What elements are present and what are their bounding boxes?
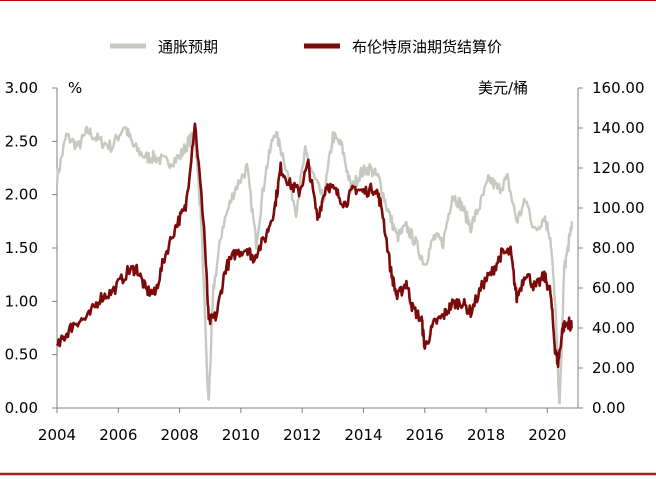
left-tick-label: 3.00 — [5, 79, 38, 97]
legend: 通胀预期 布伦特原油期货结算价 — [110, 38, 502, 56]
x-tick-label: 2012 — [283, 426, 321, 444]
x-tick-label: 2016 — [406, 426, 444, 444]
right-tick-label: 120.00 — [592, 159, 645, 177]
left-axis-ticks: 3.00 2.50 2.00 1.50 1.00 0.50 0.00 — [5, 79, 57, 417]
x-axis-ticks: 2004 2006 2008 2010 2012 2014 2016 2018 2020 — [38, 408, 566, 444]
x-tick-label: 2020 — [528, 426, 566, 444]
x-tick-label: 2018 — [467, 426, 505, 444]
left-tick-label: 1.50 — [5, 239, 38, 257]
left-tick-label: 2.00 — [5, 186, 38, 204]
legend-label-brent: 布伦特原油期货结算价 — [352, 38, 502, 56]
right-tick-label: 80.00 — [592, 239, 635, 257]
right-tick-label: 40.00 — [592, 319, 635, 337]
right-axis-ticks: 160.00 140.00 120.00 100.00 80.00 60.00 40.00 2… — [578, 79, 645, 417]
x-tick-label: 2010 — [222, 426, 260, 444]
x-tick-label: 2004 — [38, 426, 76, 444]
legend-label-inflation: 通胀预期 — [158, 38, 218, 56]
right-tick-label: 100.00 — [592, 199, 645, 217]
right-tick-label: 160.00 — [592, 79, 645, 97]
left-tick-label: 1.00 — [5, 292, 38, 310]
right-axis-unit: 美元/桶 — [478, 79, 528, 97]
x-tick-label: 2014 — [344, 426, 382, 444]
x-tick-label: 2006 — [99, 426, 137, 444]
left-tick-label: 0.50 — [5, 346, 38, 364]
left-tick-label: 0.00 — [5, 399, 38, 417]
left-tick-label: 2.50 — [5, 132, 38, 150]
left-axis-unit: % — [68, 79, 82, 97]
series-line-brent — [55, 122, 573, 369]
x-tick-label: 2008 — [160, 426, 198, 444]
right-tick-label: 20.00 — [592, 359, 635, 377]
right-tick-label: 0.00 — [592, 399, 625, 417]
right-tick-label: 60.00 — [592, 279, 635, 297]
series-line-inflation — [55, 125, 574, 405]
right-tick-label: 140.00 — [592, 119, 645, 137]
series-layer — [55, 122, 574, 405]
